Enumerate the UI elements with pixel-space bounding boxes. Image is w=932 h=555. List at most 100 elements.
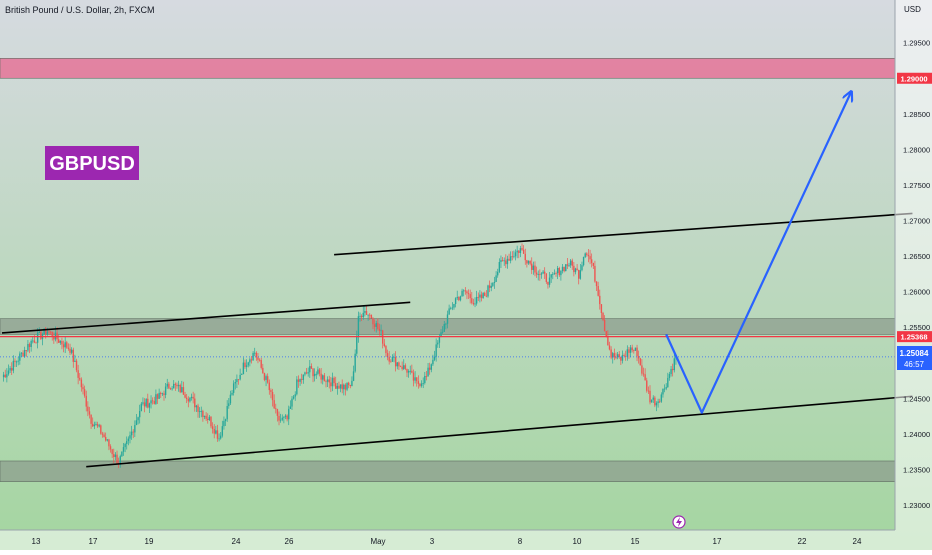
candle-body bbox=[409, 370, 411, 372]
candle-body bbox=[331, 377, 334, 387]
candle-body bbox=[440, 332, 442, 337]
candle-body bbox=[625, 356, 627, 357]
candle-body bbox=[555, 273, 557, 274]
candle-body bbox=[649, 390, 651, 403]
price-level-tag bbox=[897, 331, 932, 343]
candle-body bbox=[644, 374, 646, 381]
time-tick-label: 17 bbox=[713, 537, 722, 546]
lightning-icon-button[interactable] bbox=[672, 515, 686, 529]
candle-body bbox=[104, 436, 107, 441]
candle-body bbox=[100, 425, 102, 434]
candle-body bbox=[647, 390, 650, 392]
candle-body bbox=[163, 393, 165, 396]
candle-body bbox=[475, 296, 478, 304]
candle-body bbox=[441, 331, 444, 333]
candle-body bbox=[273, 400, 275, 409]
projection-path[interactable] bbox=[665, 92, 851, 414]
candle-body bbox=[150, 400, 152, 404]
candle-body bbox=[87, 406, 89, 412]
candle-body bbox=[634, 347, 637, 351]
candle-body bbox=[46, 331, 49, 335]
candle-body bbox=[503, 260, 505, 262]
candle-body bbox=[9, 368, 11, 371]
candle-body bbox=[534, 265, 536, 273]
candle-body bbox=[207, 418, 209, 420]
candle-body bbox=[139, 411, 141, 418]
price-level-tag-label: 1.25368 bbox=[900, 333, 927, 342]
candle-body bbox=[582, 256, 585, 266]
candle-body bbox=[613, 353, 616, 358]
candle-body bbox=[113, 454, 115, 458]
candle-body bbox=[607, 336, 609, 346]
candle-body bbox=[375, 323, 377, 327]
candle-body bbox=[168, 383, 170, 389]
price-axis-panel[interactable] bbox=[895, 0, 932, 550]
upper-channel-line[interactable] bbox=[334, 212, 913, 256]
candle-body bbox=[584, 253, 586, 257]
chart-title: British Pound / U.S. Dollar, 2h, FXCM bbox=[5, 5, 155, 15]
candle-body bbox=[156, 394, 159, 399]
candle-body bbox=[637, 356, 640, 359]
lower-channel-line[interactable] bbox=[86, 395, 913, 468]
candle-body bbox=[427, 367, 429, 377]
candle-body bbox=[45, 328, 47, 335]
candle-body bbox=[339, 384, 342, 389]
candle-body bbox=[325, 381, 327, 383]
candle-body bbox=[414, 377, 416, 381]
candle-body bbox=[417, 381, 420, 384]
candle-body bbox=[385, 345, 387, 354]
candle-body bbox=[668, 374, 671, 378]
candle-body bbox=[514, 252, 517, 257]
candle-body bbox=[262, 367, 264, 373]
time-tick-label: 26 bbox=[285, 537, 294, 546]
candle-body bbox=[659, 401, 661, 403]
candle-body bbox=[95, 424, 97, 425]
candle-body bbox=[391, 356, 394, 362]
candle-body bbox=[54, 332, 57, 340]
candle-body bbox=[565, 264, 567, 272]
candle-body bbox=[642, 373, 645, 375]
candle-body bbox=[15, 361, 18, 363]
candle-body bbox=[670, 368, 672, 375]
candle-body bbox=[626, 349, 629, 357]
candle-body bbox=[70, 349, 73, 353]
candle-body bbox=[90, 414, 92, 424]
candle-body bbox=[595, 281, 598, 287]
time-tick-label: 13 bbox=[32, 537, 41, 546]
candle-body bbox=[547, 281, 549, 285]
symbol-badge: GBPUSD bbox=[45, 146, 139, 180]
price-tick-label: 1.28500 bbox=[903, 110, 930, 119]
left-upper-line[interactable] bbox=[1, 301, 411, 334]
candle-body bbox=[77, 370, 79, 378]
candle-body bbox=[320, 373, 322, 380]
candle-body bbox=[283, 416, 285, 418]
time-tick-label: 22 bbox=[798, 537, 807, 546]
candle-body bbox=[130, 431, 133, 436]
candle-body bbox=[338, 385, 340, 389]
price-tick-label: 1.27500 bbox=[903, 181, 930, 190]
candle-body bbox=[336, 385, 339, 389]
candle-body bbox=[244, 362, 246, 367]
candle-body bbox=[424, 376, 426, 384]
candle-body bbox=[64, 342, 66, 348]
candle-body bbox=[317, 369, 319, 374]
candle-body bbox=[211, 426, 214, 430]
candle-body bbox=[646, 380, 648, 391]
candle-body bbox=[17, 360, 19, 362]
candle-body bbox=[545, 273, 548, 282]
candle-body bbox=[416, 377, 418, 382]
candle-body bbox=[527, 260, 530, 264]
candle-body bbox=[250, 359, 253, 361]
candle-body bbox=[177, 384, 180, 387]
candle-body bbox=[116, 454, 118, 464]
price-tick-label: 1.24000 bbox=[903, 430, 930, 439]
time-axis-panel[interactable] bbox=[0, 530, 895, 550]
candle-body bbox=[69, 348, 71, 353]
candle-body bbox=[20, 352, 23, 354]
candle-body bbox=[23, 350, 26, 357]
candle-body bbox=[106, 439, 108, 441]
candle-body bbox=[213, 429, 215, 434]
candle-body bbox=[529, 260, 531, 264]
